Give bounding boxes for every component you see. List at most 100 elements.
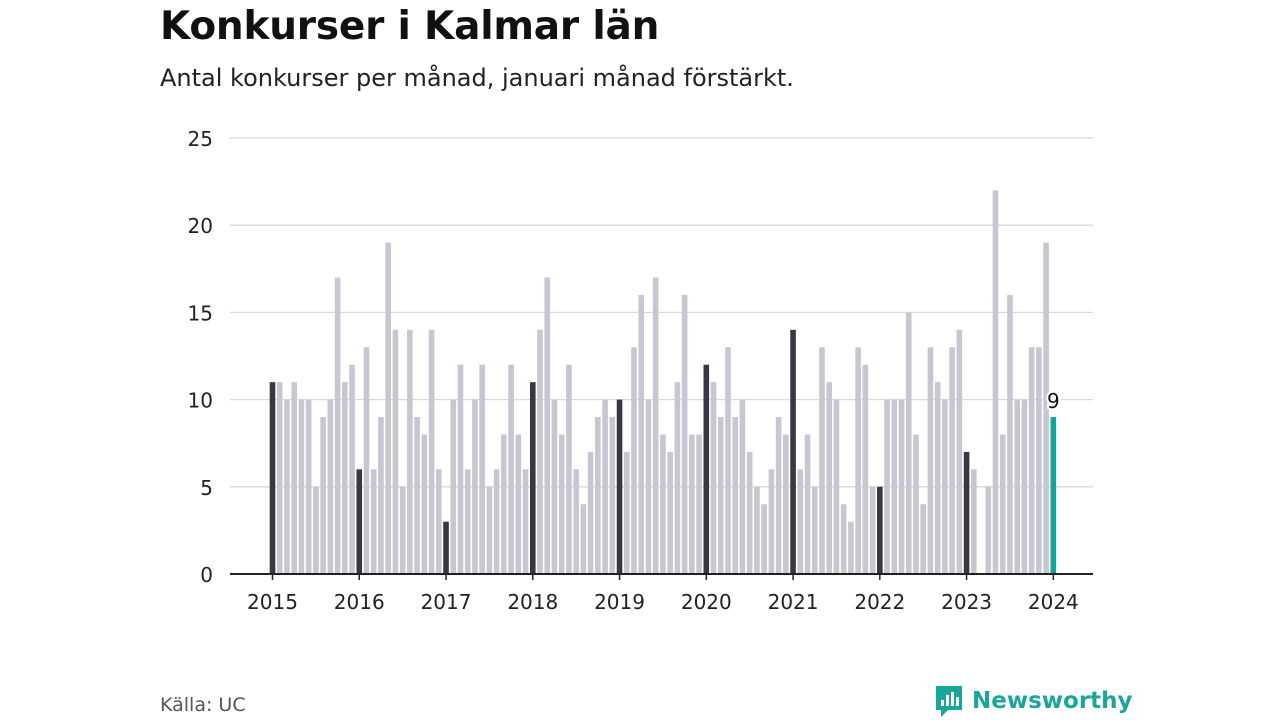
- bar: [819, 347, 825, 574]
- bar: [631, 347, 637, 574]
- bar: [811, 486, 818, 574]
- bar: [609, 417, 616, 574]
- bar: [356, 469, 363, 574]
- bar: [790, 329, 796, 574]
- bar: [298, 399, 305, 574]
- bar: [566, 364, 572, 574]
- newsworthy-logo: Newsworthy: [934, 684, 1133, 718]
- bar: [905, 312, 912, 574]
- bar: [269, 382, 276, 574]
- bar: [623, 451, 630, 574]
- bar: [999, 434, 1006, 574]
- bar: [992, 190, 999, 574]
- bar: [493, 469, 500, 574]
- bar: [276, 382, 283, 574]
- bar: [898, 399, 905, 574]
- bar: [652, 277, 659, 574]
- bar: [616, 399, 623, 574]
- bar: [472, 399, 478, 574]
- x-tick-label: 2022: [854, 590, 905, 614]
- chart-title: Konkurser i Kalmar län: [160, 4, 660, 49]
- bar: [703, 364, 710, 574]
- bar: [855, 347, 861, 574]
- y-tick-label: 15: [188, 301, 213, 325]
- bar: [754, 486, 760, 574]
- bar: [761, 504, 767, 574]
- bar: [327, 399, 334, 574]
- bar: [522, 469, 529, 574]
- bar: [587, 451, 594, 574]
- bar: [1043, 242, 1049, 574]
- bar: [305, 399, 312, 574]
- bar: [862, 364, 869, 574]
- bar: [775, 417, 782, 574]
- source-note: Källa: UC: [160, 694, 246, 716]
- bar: [840, 504, 847, 574]
- bar: [558, 434, 565, 574]
- bar: [891, 399, 898, 574]
- bar: [739, 399, 746, 574]
- bar: [349, 364, 355, 574]
- y-tick-label: 25: [188, 127, 213, 151]
- bar: [942, 399, 948, 574]
- brand-name: Newsworthy: [972, 688, 1133, 714]
- bar: [732, 417, 739, 574]
- bar: [985, 486, 992, 574]
- bar: [971, 469, 977, 574]
- bar: [573, 469, 579, 574]
- bar: [370, 469, 377, 574]
- bar: [342, 382, 348, 574]
- bar: [421, 434, 428, 574]
- bar: [363, 347, 370, 574]
- bar: [385, 242, 391, 574]
- bar: [927, 347, 934, 574]
- bar: [399, 486, 406, 574]
- bar: [284, 399, 290, 574]
- bar: [334, 277, 341, 574]
- bar: [956, 329, 963, 574]
- bar: [884, 399, 890, 574]
- bar: [877, 486, 883, 574]
- bar: [949, 347, 955, 574]
- bar: [797, 469, 804, 574]
- bar: [544, 277, 551, 574]
- bar: [435, 469, 442, 574]
- bar: [848, 521, 854, 574]
- x-tick-label: 2015: [247, 590, 298, 614]
- bar: [833, 399, 840, 574]
- x-tick-label: 2017: [421, 590, 472, 614]
- bar: [551, 399, 558, 574]
- bar: [710, 382, 717, 574]
- bar: [580, 504, 587, 574]
- bar: [681, 294, 688, 574]
- y-tick-label: 5: [200, 476, 213, 500]
- bar: [783, 434, 789, 574]
- bar: [1050, 417, 1057, 574]
- x-tick-label: 2018: [507, 590, 558, 614]
- bar: [768, 469, 775, 574]
- x-tick-label: 2016: [334, 590, 385, 614]
- bar: [826, 382, 833, 574]
- bar: [1021, 399, 1028, 574]
- bar: [667, 451, 673, 574]
- bar: [913, 434, 919, 574]
- bar: [689, 434, 695, 574]
- bar: [479, 364, 485, 574]
- bar: [501, 434, 507, 574]
- bar: [515, 434, 522, 574]
- bar: [457, 364, 464, 574]
- bar: [660, 434, 666, 574]
- bar: [963, 451, 970, 574]
- bar: [313, 486, 319, 574]
- bar: [392, 329, 399, 574]
- x-tick-label: 2021: [768, 590, 819, 614]
- bar: [443, 521, 449, 574]
- bar: [1014, 399, 1020, 574]
- bar: [291, 382, 297, 574]
- x-tick-label: 2019: [594, 590, 645, 614]
- bar: [450, 399, 457, 574]
- x-tick-label: 2023: [941, 590, 992, 614]
- bar-value-label: 9: [1047, 389, 1060, 413]
- bar: [508, 364, 514, 574]
- bar: [464, 469, 471, 574]
